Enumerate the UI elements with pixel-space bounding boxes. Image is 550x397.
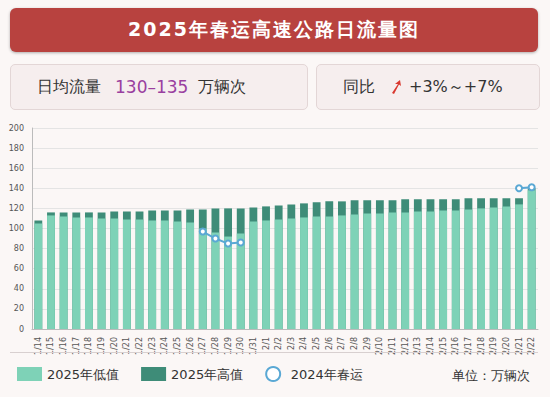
svg-text:1/29: 1/29 xyxy=(223,337,233,355)
svg-text:2/9: 2/9 xyxy=(363,337,372,350)
svg-text:2/4: 2/4 xyxy=(299,337,308,350)
svg-text:140: 140 xyxy=(9,184,24,193)
svg-text:1/30: 1/30 xyxy=(236,337,246,355)
svg-text:2/20: 2/20 xyxy=(501,337,511,355)
html-text:+3%～+7%: +3%～+7% xyxy=(409,76,503,96)
svg-text:160: 160 xyxy=(9,164,24,173)
svg-text:1/28: 1/28 xyxy=(210,337,220,355)
svg-text:2/13: 2/13 xyxy=(413,337,423,355)
svg-text:2/21: 2/21 xyxy=(514,337,524,355)
svg-text:1/17: 1/17 xyxy=(71,337,81,355)
svg-text:1/26: 1/26 xyxy=(185,337,195,355)
svg-text:1/14: 1/14 xyxy=(33,337,43,355)
html-text:日均流量: 日均流量 xyxy=(37,76,101,96)
svg-text:2/1: 2/1 xyxy=(262,337,271,350)
svg-text:200: 200 xyxy=(9,124,24,133)
svg-text:2/18: 2/18 xyxy=(476,337,486,355)
svg-text:1/19: 1/19 xyxy=(97,337,107,355)
svg-text:1/25: 1/25 xyxy=(173,337,182,355)
svg-text:100: 100 xyxy=(9,224,24,233)
svg-text:2/22: 2/22 xyxy=(527,337,537,355)
html-text:同比: 同比 xyxy=(343,76,375,96)
svg-text:1/21: 1/21 xyxy=(122,337,132,355)
html-text:单位：万辆次: 单位：万辆次 xyxy=(452,368,530,383)
svg-text:20: 20 xyxy=(14,304,24,313)
svg-text:2025年高值: 2025年高值 xyxy=(171,367,243,382)
svg-text:1/23: 1/23 xyxy=(147,337,157,355)
svg-text:1/22: 1/22 xyxy=(135,337,144,355)
svg-text:1/18: 1/18 xyxy=(84,337,94,355)
svg-text:1/20: 1/20 xyxy=(109,337,119,355)
svg-text:2/2: 2/2 xyxy=(274,337,283,350)
svg-text:2/17: 2/17 xyxy=(463,337,473,355)
svg-text:1/15: 1/15 xyxy=(46,337,56,355)
html-text:万辆次: 万辆次 xyxy=(198,76,247,96)
svg-text:1/31: 1/31 xyxy=(248,337,258,355)
svg-text:2/12: 2/12 xyxy=(400,337,410,355)
svg-text:120: 120 xyxy=(9,204,24,213)
svg-text:1/24: 1/24 xyxy=(160,337,170,355)
svg-text:2/5: 2/5 xyxy=(312,337,321,350)
svg-text:2/3: 2/3 xyxy=(287,337,296,350)
svg-text:80: 80 xyxy=(14,244,24,253)
html-text:130–135: 130–135 xyxy=(115,77,189,97)
svg-text:1/27: 1/27 xyxy=(198,337,208,355)
svg-text:2/11: 2/11 xyxy=(388,337,397,355)
svg-text:60: 60 xyxy=(14,264,24,273)
svg-text:1/16: 1/16 xyxy=(59,337,69,355)
html-text:2025年春运高速公路日流量图: 2025年春运高速公路日流量图 xyxy=(128,18,420,40)
svg-text:2/19: 2/19 xyxy=(489,337,499,355)
svg-text:40: 40 xyxy=(14,284,24,293)
svg-text:180: 180 xyxy=(9,144,24,153)
svg-text:2/6: 2/6 xyxy=(325,337,334,350)
svg-text:2025年低值: 2025年低值 xyxy=(47,367,119,382)
svg-text:2024年春运: 2024年春运 xyxy=(291,367,363,382)
svg-text:2/16: 2/16 xyxy=(451,337,461,355)
svg-text:2/15: 2/15 xyxy=(438,337,448,355)
svg-text:2/10: 2/10 xyxy=(375,337,385,355)
svg-text:2/8: 2/8 xyxy=(350,337,359,350)
svg-text:2/7: 2/7 xyxy=(337,337,346,350)
svg-text:2/14: 2/14 xyxy=(426,337,435,355)
svg-text:0: 0 xyxy=(19,325,24,334)
